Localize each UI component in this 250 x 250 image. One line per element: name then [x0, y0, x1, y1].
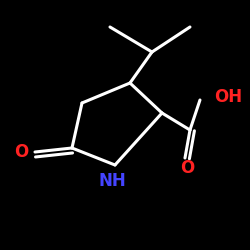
Text: OH: OH: [214, 88, 242, 106]
Text: O: O: [180, 159, 194, 177]
Text: O: O: [14, 143, 28, 161]
Text: NH: NH: [98, 172, 126, 190]
